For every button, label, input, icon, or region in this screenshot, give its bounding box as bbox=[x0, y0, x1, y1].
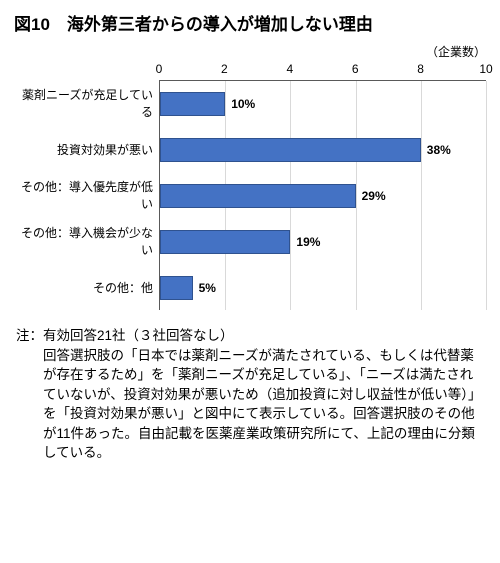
bar bbox=[160, 230, 290, 254]
bar bbox=[160, 92, 225, 116]
bar-value-label: 19% bbox=[296, 235, 320, 249]
note-prefix: 注： bbox=[16, 326, 43, 346]
axis-unit-label: （企業数） bbox=[14, 43, 486, 60]
chart-title: 図10 海外第三者からの導入が増加しない理由 bbox=[14, 10, 486, 35]
note-text: 有効回答21社（３社回答なし） bbox=[43, 326, 484, 346]
category-label: 薬剤ニーズが充足している bbox=[14, 80, 153, 126]
category-label: その他：導入機会が少ない bbox=[14, 218, 153, 264]
bar bbox=[160, 276, 193, 300]
x-axis-ticks: 0246810 bbox=[159, 62, 486, 80]
bar-row: 10% bbox=[160, 81, 486, 127]
bar-row: 38% bbox=[160, 127, 486, 173]
x-tick: 0 bbox=[156, 62, 163, 76]
bar-value-label: 10% bbox=[231, 97, 255, 111]
x-tick: 10 bbox=[479, 62, 492, 76]
x-tick: 2 bbox=[221, 62, 228, 76]
category-labels-col: 薬剤ニーズが充足している投資対効果が悪いその他：導入優先度が低いその他：導入機会… bbox=[14, 80, 159, 310]
bar-row: 29% bbox=[160, 173, 486, 219]
note-text: 回答選択肢の「日本では薬剤ニーズが満たされている、もしくは代替薬が存在するため」… bbox=[43, 346, 484, 463]
note-indent bbox=[16, 346, 43, 463]
bar-value-label: 38% bbox=[427, 143, 451, 157]
note-line: 注：有効回答21社（３社回答なし） bbox=[16, 326, 484, 346]
chart-notes: 注：有効回答21社（３社回答なし） 回答選択肢の「日本では薬剤ニーズが満たされて… bbox=[14, 326, 486, 463]
bar bbox=[160, 184, 356, 208]
bar-value-label: 29% bbox=[362, 189, 386, 203]
bar-row: 19% bbox=[160, 219, 486, 265]
bar-row: 5% bbox=[160, 265, 486, 311]
category-label: その他：導入優先度が低い bbox=[14, 172, 153, 218]
x-tick: 4 bbox=[286, 62, 293, 76]
category-label: 投資対効果が悪い bbox=[14, 126, 153, 172]
note-line: 回答選択肢の「日本では薬剤ニーズが満たされている、もしくは代替薬が存在するため」… bbox=[16, 346, 484, 463]
x-tick: 6 bbox=[352, 62, 359, 76]
bar-chart: 0246810 薬剤ニーズが充足している投資対効果が悪いその他：導入優先度が低い… bbox=[14, 62, 486, 310]
category-label: その他：他 bbox=[14, 264, 153, 310]
plot-area: 10% 38% 29% 19% 5% bbox=[159, 80, 486, 310]
bar bbox=[160, 138, 421, 162]
x-tick: 8 bbox=[417, 62, 424, 76]
gridline bbox=[486, 81, 487, 310]
bar-value-label: 5% bbox=[199, 281, 216, 295]
